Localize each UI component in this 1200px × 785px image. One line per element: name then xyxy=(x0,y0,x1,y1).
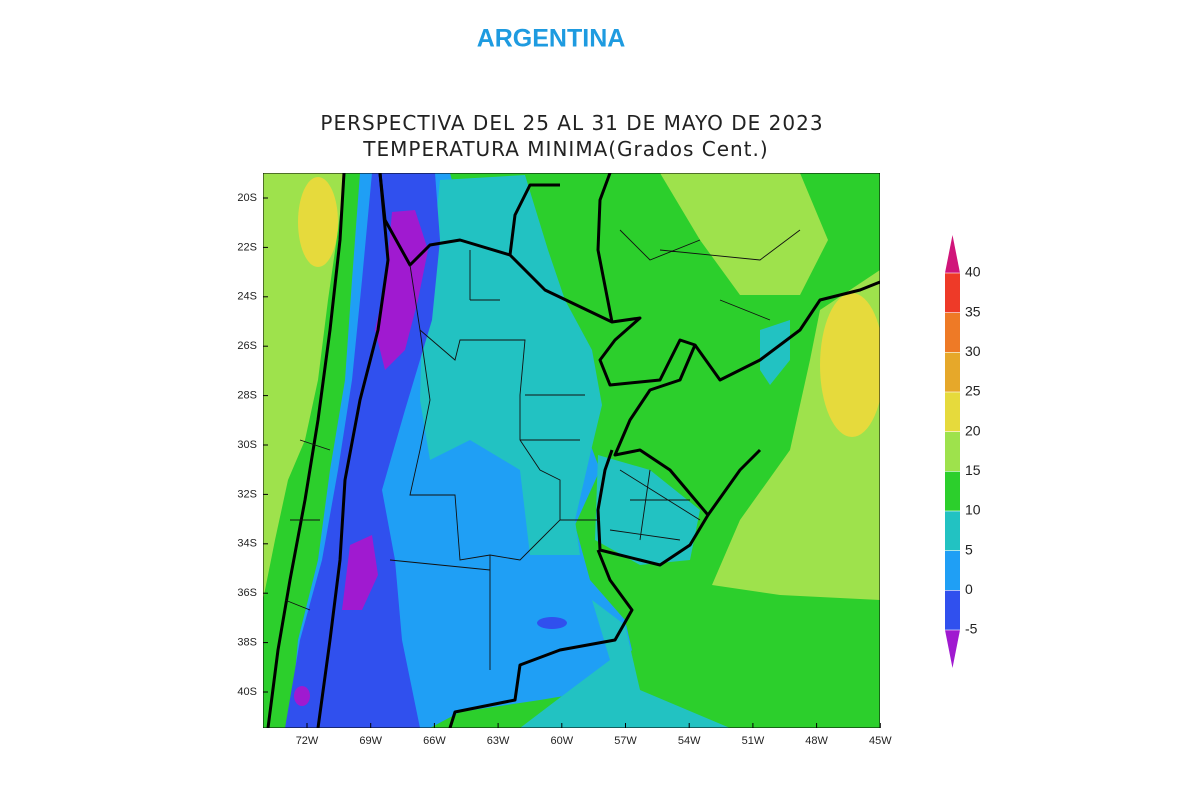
colorbar: -5 0 5 10 15 20 25 30 35 40 xyxy=(945,235,981,668)
colorbar-band xyxy=(945,590,960,630)
lon-label: 51W xyxy=(742,735,765,747)
map-title: PERSPECTIVA DEL 25 AL 31 DE MAYO DE 2023 xyxy=(320,111,823,135)
colorbar-band xyxy=(945,511,960,551)
colorbar-label: 20 xyxy=(965,422,981,438)
colorbar-low xyxy=(945,630,960,668)
colorbar-band xyxy=(945,352,960,392)
colorbar-label: -5 xyxy=(965,621,978,637)
lon-label: 45W xyxy=(869,735,892,747)
colorbar-band xyxy=(945,312,960,353)
lat-label: 34S xyxy=(237,538,257,550)
colorbar-band xyxy=(945,431,960,472)
lon-label: 72W xyxy=(296,735,319,747)
lat-label: 36S xyxy=(237,587,257,599)
lat-label: 30S xyxy=(237,439,257,451)
colorbar-high xyxy=(945,235,960,273)
colorbar-label: 15 xyxy=(965,462,981,478)
lon-labels: 72W 69W 66W 63W 60W 57W 54W 51W 48W 45W xyxy=(296,723,892,747)
colorbar-label: 0 xyxy=(965,581,973,597)
map-subtitle: TEMPERATURA MINIMA(Grados Cent.) xyxy=(362,137,768,161)
lon-label: 57W xyxy=(614,735,637,747)
colorbar-label: 10 xyxy=(965,502,981,518)
lon-label: 54W xyxy=(678,735,701,747)
lon-label: 69W xyxy=(359,735,382,747)
map xyxy=(263,173,880,728)
colorbar-label: 5 xyxy=(965,541,973,557)
lat-label: 24S xyxy=(237,291,257,303)
lon-label: 60W xyxy=(550,735,573,747)
colorbar-band xyxy=(945,392,960,432)
lat-label: 38S xyxy=(237,637,257,649)
lat-label: 26S xyxy=(237,340,257,352)
lat-label: 28S xyxy=(237,390,257,402)
lat-labels: 20S 22S 24S 26S 28S 30S 32S 34S 36S 38S 40S xyxy=(237,192,268,698)
colorbar-label: 25 xyxy=(965,383,981,399)
colorbar-label: 30 xyxy=(965,343,981,359)
lat-label: 40S xyxy=(237,686,257,698)
lat-label: 22S xyxy=(237,241,257,253)
colorbar-label: 40 xyxy=(965,264,981,280)
colorbar-band xyxy=(945,273,960,313)
colorbar-label: 35 xyxy=(965,303,981,319)
lat-label: 32S xyxy=(237,488,257,500)
lon-label: 63W xyxy=(487,735,510,747)
lon-label: 66W xyxy=(423,735,446,747)
lat-label: 20S xyxy=(237,192,257,204)
lon-label: 48W xyxy=(805,735,828,747)
colorbar-band xyxy=(945,550,960,591)
colorbar-band xyxy=(945,471,960,511)
page-title: ARGENTINA xyxy=(477,25,626,53)
